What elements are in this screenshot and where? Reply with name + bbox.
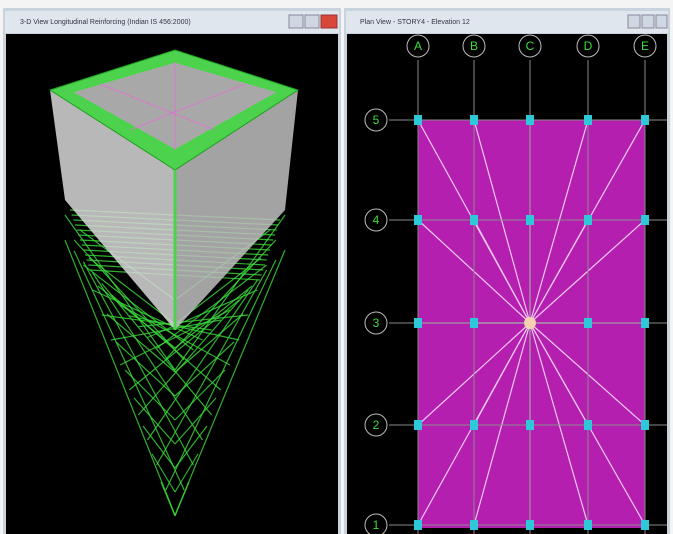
inner-wall — [129, 83, 246, 131]
yield-line — [529, 322, 589, 526]
minimize-button[interactable] — [627, 14, 641, 29]
center-point — [524, 317, 536, 329]
close-button[interactable] — [320, 14, 338, 29]
grid-bubble — [364, 108, 388, 132]
column — [414, 420, 422, 430]
column — [470, 520, 478, 530]
left-title-bar — [5, 11, 339, 33]
column — [470, 318, 478, 328]
row-label: 1 — [373, 518, 380, 532]
rebar-line — [91, 272, 204, 441]
grid-bubble — [406, 34, 430, 58]
column — [584, 215, 592, 225]
rebar-line — [156, 269, 268, 466]
row-label: 5 — [373, 113, 380, 127]
column — [641, 215, 649, 225]
maximize-button[interactable] — [641, 14, 655, 29]
column — [584, 520, 592, 530]
rebar-line — [133, 397, 176, 445]
rebar-line — [151, 453, 176, 493]
grid-bubble — [576, 34, 600, 58]
rebar-line — [174, 481, 190, 517]
column — [414, 520, 422, 530]
column — [526, 115, 534, 125]
rebar-line — [101, 314, 212, 331]
column — [584, 318, 592, 328]
rebar-line — [174, 425, 208, 469]
minimize-button[interactable] — [288, 14, 304, 29]
row-label: 2 — [373, 418, 380, 432]
column — [414, 318, 422, 328]
rebar-line — [160, 481, 176, 517]
rebar-line — [137, 289, 249, 416]
inner-wall — [99, 83, 216, 131]
rebar-line — [82, 264, 194, 351]
column — [470, 215, 478, 225]
grid-bubble — [364, 208, 388, 232]
column — [641, 420, 649, 430]
rebar-line — [97, 285, 176, 349]
grid-bubble — [518, 34, 542, 58]
rebar-line — [124, 369, 176, 421]
column — [526, 420, 534, 430]
rebar-line — [64, 239, 176, 516]
column-label: D — [584, 39, 593, 53]
rebar-line — [165, 239, 277, 360]
rebar-line — [174, 249, 286, 516]
rebar-line — [174, 397, 217, 445]
rebar-line — [64, 214, 176, 371]
grid-bubble — [364, 311, 388, 335]
yield-line — [473, 219, 531, 324]
model-3d — [48, 49, 300, 517]
plan-grid: A B C D E 5 4 3 2 1 — [364, 34, 667, 534]
row-label: 3 — [373, 316, 380, 330]
yield-line — [473, 119, 531, 324]
column — [470, 115, 478, 125]
right-title-bar — [346, 11, 668, 33]
column — [414, 115, 422, 125]
grid-bubble — [462, 34, 486, 58]
column-label: A — [414, 39, 422, 53]
column — [526, 520, 534, 530]
rebar-line — [174, 313, 244, 373]
right-window-title: Plan View - STORY4 - Elevation 12 — [360, 19, 470, 26]
column — [641, 115, 649, 125]
grid-bubble — [364, 413, 388, 437]
maximize-button[interactable] — [304, 14, 320, 29]
rebar-line — [174, 341, 235, 397]
yield-line — [473, 322, 531, 426]
column — [584, 115, 592, 125]
yield-line — [529, 119, 589, 324]
grid-bubble — [633, 34, 657, 58]
rebar-line — [174, 285, 253, 349]
column — [414, 215, 422, 225]
column — [470, 420, 478, 430]
close-button[interactable] — [655, 14, 668, 29]
grid-bubble — [364, 513, 388, 534]
row-label: 4 — [373, 213, 380, 227]
left-window-title: 3-D View Longitudinal Reinforcing (India… — [20, 19, 191, 26]
column-label: C — [526, 39, 535, 53]
rebar-line — [174, 369, 226, 421]
rebar-line — [115, 341, 176, 397]
rebar-line — [142, 425, 176, 469]
column — [584, 420, 592, 430]
rebar-line — [106, 313, 176, 373]
column-label: E — [641, 39, 649, 53]
rebar-line — [147, 279, 258, 441]
column — [641, 318, 649, 328]
column — [641, 520, 649, 530]
rebar-line — [82, 261, 194, 466]
rebar-line — [174, 214, 286, 371]
rebar-line — [174, 453, 199, 493]
yield-line — [473, 322, 531, 526]
column — [526, 215, 534, 225]
column-label: B — [470, 39, 478, 53]
rebar-line — [73, 250, 185, 491]
